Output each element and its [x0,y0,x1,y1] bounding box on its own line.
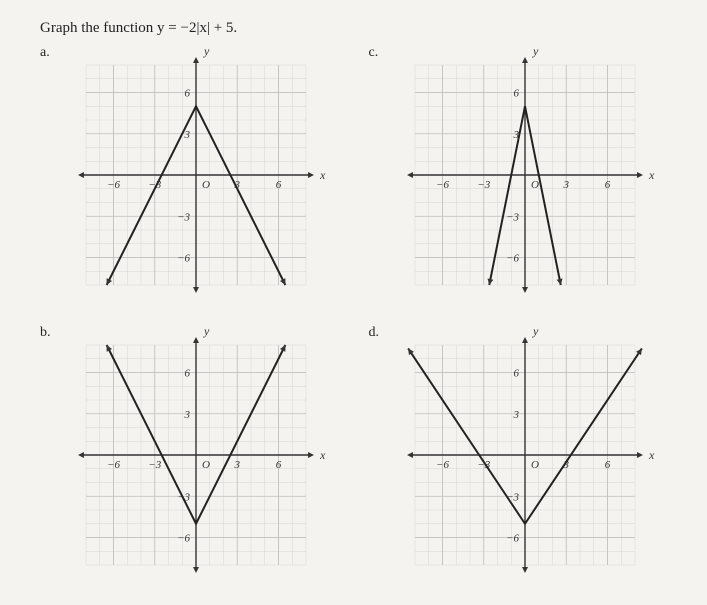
svg-text:6: 6 [513,88,519,100]
option-a: a. −6−6−3−33366Oxy [40,45,339,305]
svg-text:x: x [648,168,655,182]
svg-text:−6: −6 [177,253,190,265]
svg-text:−3: −3 [148,459,161,471]
option-d-label: d. [369,325,387,341]
svg-text:x: x [648,448,655,462]
plot-c: −6−6−3−33366Oxy [395,45,655,305]
svg-text:6: 6 [185,88,191,100]
svg-text:3: 3 [562,179,569,191]
svg-text:−6: −6 [436,459,449,471]
svg-text:3: 3 [234,459,241,471]
plot-d: −6−6−3−33366Oxy [395,325,655,585]
svg-text:O: O [531,459,539,471]
svg-text:x: x [319,448,326,462]
option-c-label: c. [369,45,387,61]
option-b-label: b. [40,325,58,341]
svg-text:x: x [319,168,326,182]
svg-text:O: O [202,179,210,191]
option-a-label: a. [40,45,58,61]
plot-a: −6−6−3−33366Oxy [66,45,326,305]
svg-text:y: y [532,325,539,338]
svg-text:y: y [203,45,210,58]
answer-grid: a. −6 −6 −3 −3 3 3 6 6 Ox y c. −6 −6 −3 −3 3 3 6 6 Ox y b.… [40,45,667,585]
option-b: b. −6−6−3−33366Oxy [40,325,339,585]
plot-b: −6−6−3−33366Oxy [66,325,326,585]
svg-text:6: 6 [604,459,610,471]
svg-text:−3: −3 [177,211,190,223]
svg-text:−3: −3 [506,211,519,223]
svg-text:−6: −6 [107,179,120,191]
svg-text:6: 6 [604,179,610,191]
option-c: c. −6−6−3−33366Oxy [369,45,668,305]
svg-text:−6: −6 [506,533,519,545]
svg-text:6: 6 [513,368,519,380]
svg-text:O: O [202,459,210,471]
svg-text:y: y [532,45,539,58]
svg-text:6: 6 [276,459,282,471]
svg-text:O: O [531,179,539,191]
svg-text:−6: −6 [107,459,120,471]
svg-text:6: 6 [276,179,282,191]
svg-text:6: 6 [185,368,191,380]
svg-text:3: 3 [512,409,519,421]
option-d: d. −6−6−3−33366Oxy [369,325,668,585]
svg-text:y: y [203,325,210,338]
question-text: Graph the function y = −2|x| + 5. [40,20,667,37]
svg-text:−6: −6 [436,179,449,191]
svg-text:−6: −6 [177,533,190,545]
svg-text:3: 3 [184,409,191,421]
svg-text:−6: −6 [506,253,519,265]
svg-text:−3: −3 [477,179,490,191]
